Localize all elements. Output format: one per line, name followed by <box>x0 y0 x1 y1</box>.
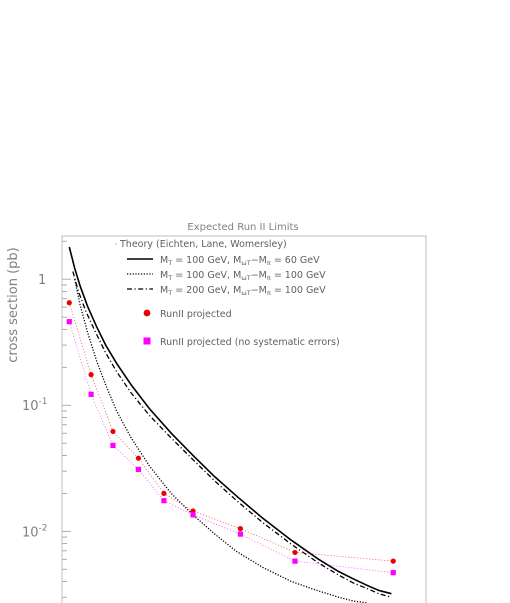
data-point-circle <box>161 490 167 496</box>
data-point-square <box>161 498 167 504</box>
data-point-square <box>135 466 142 472</box>
y-tick-label: 10-2 <box>22 523 48 540</box>
legend-label: RunII projected <box>160 309 232 320</box>
data-point-circle <box>237 526 243 532</box>
series-line-3 <box>72 271 392 598</box>
data-point-square <box>292 558 298 564</box>
data-point-circle <box>66 300 72 306</box>
series-line-1 <box>68 246 392 595</box>
series-line-2 <box>74 279 368 603</box>
legend-label: RunII projected (no systematic errors) <box>160 337 340 348</box>
data-point-circle <box>88 372 94 378</box>
data-point-circle <box>190 508 196 514</box>
data-point-square <box>390 570 396 576</box>
y-tick-label: 10-1 <box>22 397 48 414</box>
data-point-square <box>88 391 94 397</box>
legend-circle-marker <box>143 309 151 317</box>
legend-label: Theory (Eichten, Lane, Womersley) <box>119 239 287 250</box>
data-point-square <box>110 442 116 449</box>
y-axis-label: cross section (pb) <box>6 247 21 362</box>
legend-label: MT = 100 GeV, MωT−Mπ = 60 GeV <box>160 255 320 267</box>
data-point-square <box>237 531 243 537</box>
plot-frame <box>61 235 427 603</box>
legend-label: MT = 200 GeV, MωT−Mπ = 100 GeV <box>160 285 326 297</box>
theory-curves <box>68 246 392 603</box>
series-line-5 <box>68 321 394 574</box>
data-point-circle <box>390 558 396 564</box>
y-axis-ticks: 1 10-1 10-2 <box>22 240 71 598</box>
data-point-circle <box>135 455 142 461</box>
data-point-circle <box>292 549 298 556</box>
legend-dot <box>115 243 117 245</box>
chart-title: Expected Run II Limits <box>187 222 298 233</box>
legend-square-marker <box>143 337 151 345</box>
y-tick-label: 1 <box>38 273 46 288</box>
data-point-square <box>190 512 196 518</box>
legend: Theory (Eichten, Lane, Womersley) MT = 10… <box>115 239 340 348</box>
data-point-square <box>66 319 72 325</box>
projected-markers <box>66 300 396 576</box>
data-point-circle <box>110 428 116 435</box>
legend-label: MT = 100 GeV, MωT−Mπ = 100 GeV <box>160 270 326 282</box>
